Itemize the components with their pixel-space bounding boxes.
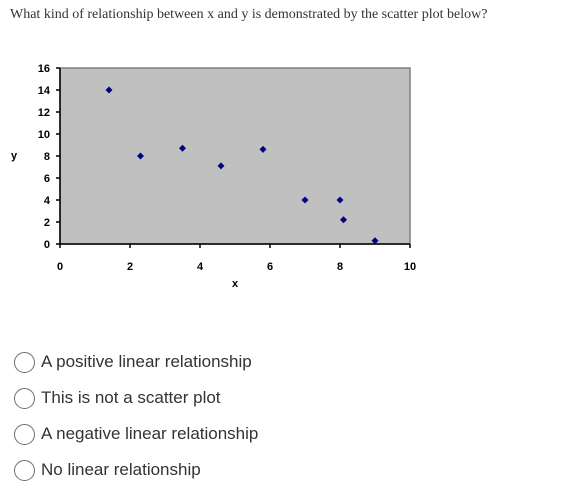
radio-button[interactable]	[14, 459, 35, 481]
plot-area	[59, 67, 411, 245]
question-text: What kind of relationship between x and …	[10, 7, 488, 22]
y-tick-label: 14	[38, 85, 51, 97]
option-no-linear[interactable]: No linear relationship	[14, 452, 258, 488]
option-label: No linear relationship	[41, 460, 201, 479]
radio-button[interactable]	[14, 351, 35, 373]
data-point	[301, 196, 309, 204]
data-point	[217, 162, 225, 170]
option-negative-linear[interactable]: A negative linear relationship	[14, 416, 258, 452]
y-tick-label: 16	[38, 63, 50, 75]
x-tick-label: 0	[57, 261, 63, 273]
option-label: A positive linear relationship	[41, 352, 252, 371]
radio-button[interactable]	[14, 423, 35, 445]
y-tick-label: 6	[44, 173, 50, 185]
x-tick-label: 2	[127, 261, 133, 273]
data-point	[137, 152, 144, 160]
y-tick-label: 10	[38, 129, 50, 141]
data-point	[336, 196, 344, 204]
x-tick-label: 10	[404, 261, 416, 273]
data-point	[179, 144, 186, 152]
radio-button[interactable]	[14, 387, 35, 409]
option-label: A negative linear relationship	[41, 424, 259, 443]
y-tick-label: 12	[38, 107, 50, 119]
answer-options: A positive linear relationship This is n…	[14, 344, 258, 488]
option-positive-linear[interactable]: A positive linear relationship	[14, 344, 258, 380]
x-axis-label: x	[232, 278, 239, 290]
data-point	[340, 216, 347, 224]
x-tick-label: 4	[197, 261, 204, 273]
y-tick-label: 4	[44, 195, 51, 207]
data-point	[105, 86, 113, 94]
x-tick-label: 6	[267, 261, 273, 273]
scatter-plot: 0 2 4 6 8 10 12 14 16 0 2 4 6 8 10 x y	[11, 63, 416, 290]
y-tick-label: 2	[44, 217, 50, 229]
data-point	[371, 237, 379, 245]
option-not-scatter[interactable]: This is not a scatter plot	[14, 380, 258, 416]
x-tick-label: 8	[337, 261, 343, 273]
y-tick-label: 0	[44, 239, 50, 251]
option-label: This is not a scatter plot	[41, 388, 221, 407]
y-tick-label: 8	[44, 151, 50, 163]
y-axis-label: y	[11, 150, 18, 162]
data-point	[259, 145, 267, 153]
